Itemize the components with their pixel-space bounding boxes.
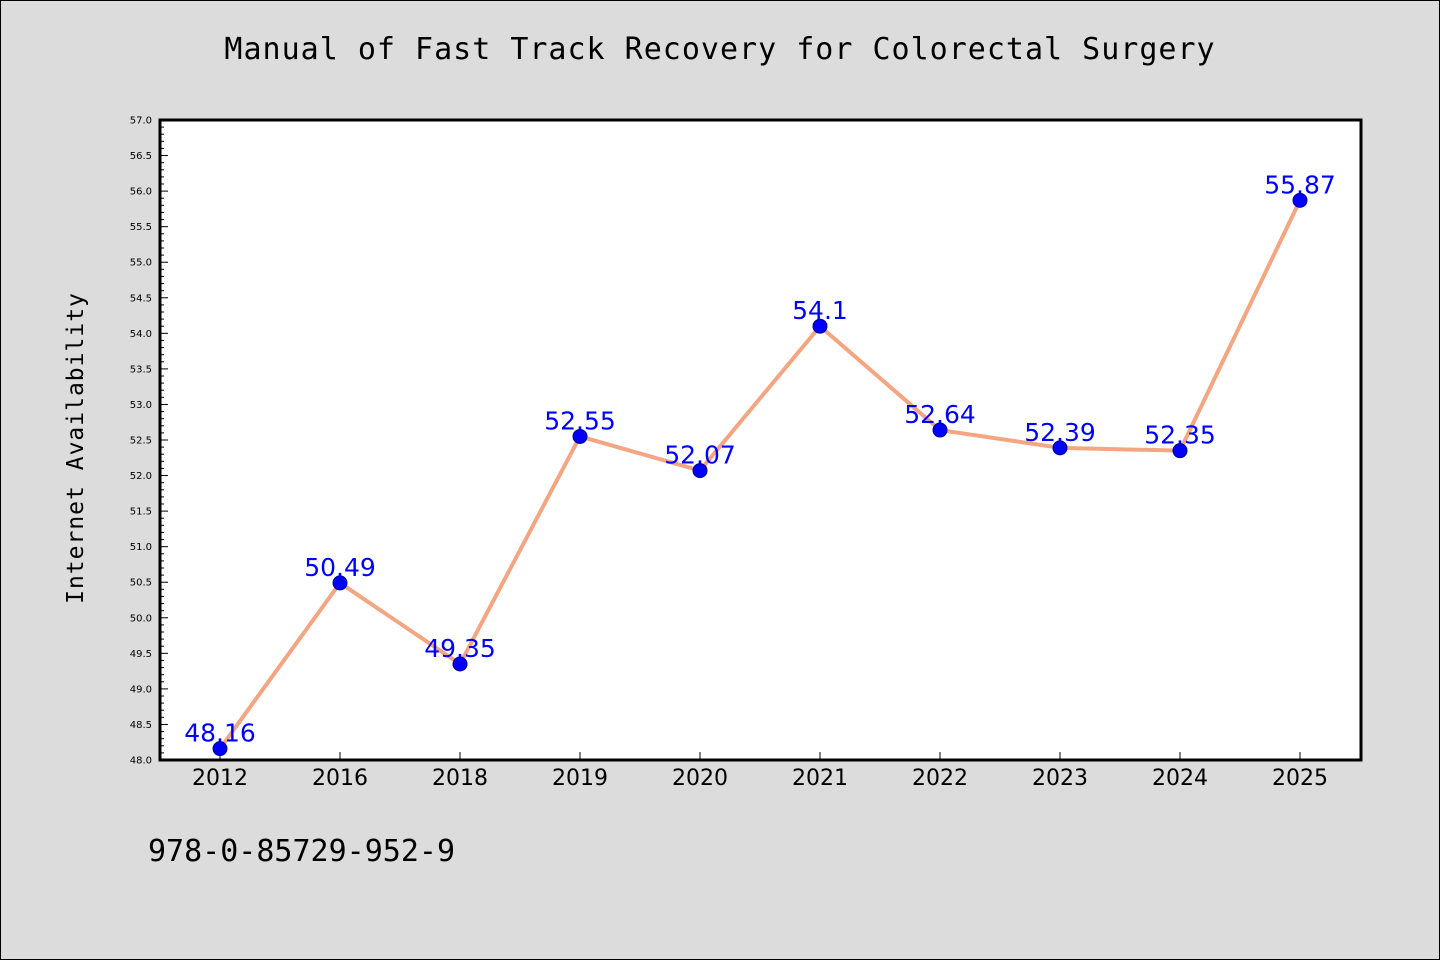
y-tick-label: 51.5 [130, 507, 152, 518]
y-tick-label: 56.5 [130, 151, 152, 162]
y-tick-label: 49.0 [130, 684, 152, 695]
isbn-text: 978-0-85729-952-9 [148, 834, 456, 869]
data-label: 52.55 [544, 406, 616, 435]
data-labels: 48.16 50.49 49.35 52.55 52.07 54.1 52.64 52.39 5… [184, 170, 1336, 747]
x-tick-label: 2020 [672, 766, 728, 791]
chart-title: Manual of Fast Track Recovery for Colore… [224, 32, 1216, 67]
data-point [1292, 192, 1308, 208]
data-label: 52.39 [1024, 418, 1096, 447]
x-tick-label: 2019 [552, 766, 608, 791]
y-tick-label: 48.0 [130, 756, 152, 767]
y-tick-label: 54.5 [130, 293, 152, 304]
data-label: 49.35 [424, 634, 496, 663]
data-label: 55.87 [1264, 170, 1336, 199]
x-tick-label: 2021 [792, 766, 848, 791]
x-tick-label: 2022 [912, 766, 968, 791]
y-tick-label: 51.0 [130, 542, 152, 553]
y-tick-label: 50.0 [130, 613, 152, 624]
y-tick-label: 50.5 [130, 578, 152, 589]
data-point [1052, 440, 1068, 456]
data-point [1172, 443, 1188, 459]
y-tick-label: 49.5 [130, 649, 152, 660]
data-label: 48.16 [184, 719, 256, 748]
y-tick-label: 53.5 [130, 364, 152, 375]
x-tick-label: 2016 [312, 766, 368, 791]
x-tick-label: 2023 [1032, 766, 1088, 791]
data-label: 50.49 [304, 553, 376, 582]
series-line [218, 199, 1302, 750]
x-tick-label: 2024 [1152, 766, 1208, 791]
x-tick-label: 2018 [432, 766, 488, 791]
data-point [212, 741, 228, 757]
y-tick-label: 55.0 [130, 258, 152, 269]
data-point [932, 422, 948, 438]
y-tick-label: 52.0 [130, 471, 152, 482]
plot-frame [158, 118, 1363, 762]
y-tick-label: 54.0 [130, 329, 152, 340]
x-tick-label: 2012 [192, 766, 248, 791]
data-point [332, 575, 348, 591]
y-tick-label: 56.0 [130, 187, 152, 198]
y-axis-ticks: 48.0 48.5 49.0 49.5 50.0 50.5 51.0 51.5 52.0 52.5… [130, 116, 168, 767]
series-markers [212, 192, 1308, 757]
plot-background [160, 120, 1361, 760]
y-tick-label: 52.5 [130, 436, 152, 447]
y-tick-label: 53.0 [130, 400, 152, 411]
data-label: 52.64 [904, 400, 976, 429]
data-label: 52.07 [664, 441, 736, 470]
y-tick-label: 48.5 [130, 720, 152, 731]
data-label: 54.1 [792, 296, 848, 325]
y-tick-label: 57.0 [130, 116, 152, 127]
y-tick-label: 55.5 [130, 222, 152, 233]
x-tick-label: 2025 [1272, 766, 1328, 791]
data-point [452, 656, 468, 672]
data-point [692, 463, 708, 479]
data-point [812, 318, 828, 334]
data-point [572, 428, 588, 444]
x-axis-ticks: 2012 2016 2018 2019 2020 2021 2022 2023 2024 2025 [192, 752, 1328, 791]
data-label: 52.35 [1144, 421, 1216, 450]
